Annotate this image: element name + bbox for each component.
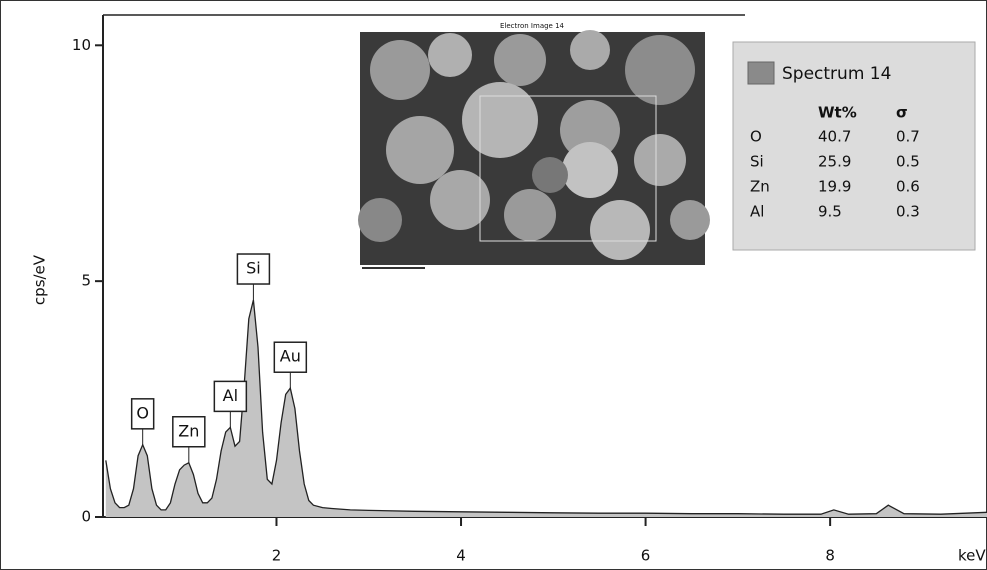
element-name: Zn — [750, 178, 770, 196]
y-tick-label: 5 — [81, 272, 91, 290]
weight-percent: 40.7 — [818, 128, 851, 146]
element-name: Al — [750, 203, 764, 221]
peak-label: O — [136, 403, 149, 422]
legend-swatch — [748, 62, 774, 84]
x-tick-label: 4 — [456, 547, 466, 565]
legend-title: Spectrum 14 — [782, 64, 891, 84]
y-tick-label: 0 — [81, 508, 91, 526]
peak-label: Au — [280, 347, 301, 366]
peak-label: Zn — [178, 421, 199, 440]
legend-table: Spectrum 14 Wt% σ O 40.7 0.7 Si 25.9 0.5 Zn 19.… — [733, 42, 975, 250]
peak-label: Al — [223, 386, 238, 405]
sem-image: Electron Image 14 — [358, 22, 710, 268]
column-header: Wt% — [818, 104, 857, 122]
chart: cps/eV keV Electron Image 14 Spectrum 14… — [0, 0, 987, 570]
y-tick-label: 10 — [72, 36, 91, 54]
element-name: O — [750, 128, 762, 146]
sigma: 0.7 — [896, 128, 920, 146]
x-axis-label: keV — [958, 547, 986, 565]
weight-percent: 25.9 — [818, 153, 851, 171]
weight-percent: 19.9 — [818, 178, 851, 196]
image-title: Electron Image 14 — [500, 22, 565, 30]
x-tick-label: 2 — [272, 547, 282, 565]
element-name: Si — [750, 153, 764, 171]
sigma: 0.3 — [896, 203, 920, 221]
peak-label: Si — [246, 259, 261, 278]
column-header: σ — [896, 104, 908, 122]
y-axis-label: cps/eV — [31, 254, 49, 305]
x-tick-label: 6 — [641, 547, 651, 565]
sigma: 0.6 — [896, 178, 920, 196]
weight-percent: 9.5 — [818, 203, 842, 221]
sigma: 0.5 — [896, 153, 920, 171]
x-tick-label: 8 — [825, 547, 835, 565]
